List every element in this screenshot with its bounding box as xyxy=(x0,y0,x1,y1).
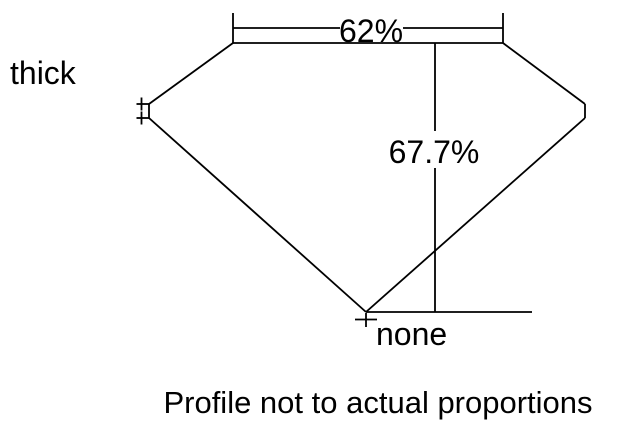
culet-size-label: none xyxy=(376,316,448,352)
table-width-label: 62% xyxy=(338,13,404,49)
pavilion-outline-right xyxy=(365,117,586,313)
pavilion-outline-left xyxy=(148,117,367,313)
diagram-caption: Profile not to actual proportions xyxy=(163,385,593,420)
girdle-thickness-label: thick xyxy=(10,55,76,91)
crown-outline-right xyxy=(502,42,586,105)
depth-percentage-label: 67.7% xyxy=(388,134,480,170)
crown-outline-left xyxy=(148,42,234,105)
